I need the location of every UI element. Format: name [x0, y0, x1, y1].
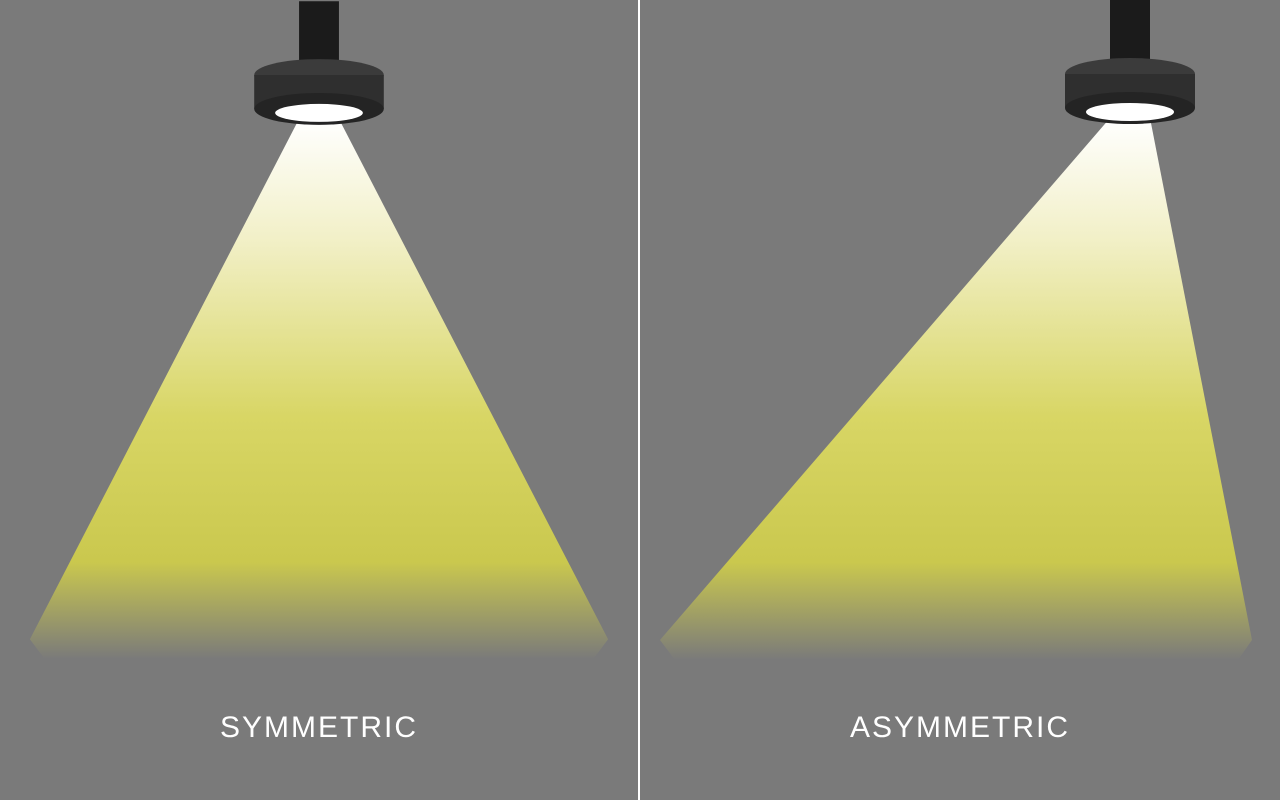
asymmetric-label: ASYMMETRIC [850, 711, 1070, 745]
asymmetric-scene [640, 0, 1280, 800]
symmetric-panel: SYMMETRIC [0, 0, 640, 800]
asymmetric-panel: ASYMMETRIC [640, 0, 1280, 800]
symmetric-scene [0, 0, 638, 800]
symmetric-label: SYMMETRIC [220, 711, 418, 745]
